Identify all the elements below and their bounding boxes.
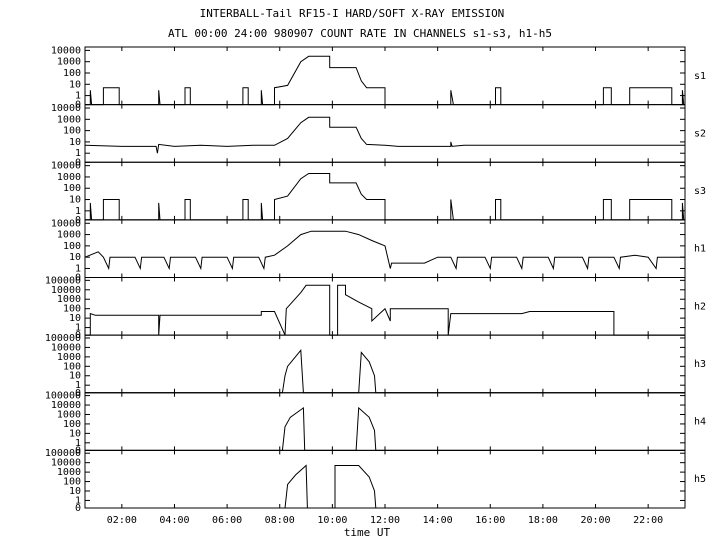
y-tick-label: 100 (63, 126, 81, 137)
x-tick-label: 10:00 (317, 515, 347, 526)
panel-label: h5 (694, 474, 706, 485)
y-tick-label: 0 (75, 215, 81, 226)
x-tick-label: 08:00 (265, 515, 295, 526)
panel-label: h4 (694, 417, 706, 428)
y-tick-label: 0 (75, 445, 81, 456)
y-tick-label: 1 (75, 148, 81, 159)
y-tick-label: 100000 (45, 275, 81, 286)
panel-label: h2 (694, 301, 706, 312)
panel-label: h3 (694, 359, 706, 370)
y-tick-label: 1 (75, 438, 81, 449)
y-tick-label: 10 (69, 137, 81, 148)
y-tick-label: 1000 (57, 467, 81, 478)
y-tick-label: 100 (63, 477, 81, 488)
y-tick-label: 1000 (57, 294, 81, 305)
y-tick-label: 1000 (57, 409, 81, 420)
y-tick-label: 10000 (51, 103, 81, 114)
y-tick-label: 10 (69, 79, 81, 90)
x-tick-label: 16:00 (475, 515, 505, 526)
y-tick-label: 100000 (45, 333, 81, 344)
y-tick-label: 10000 (51, 342, 81, 353)
x-tick-label: 20:00 (580, 515, 610, 526)
x-tick-label: 02:00 (107, 515, 137, 526)
y-tick-label: 100 (63, 361, 81, 372)
y-tick-label: 1 (75, 263, 81, 274)
chart-title: INTERBALL-Tail RF15-I HARD/SOFT X-RAY EM… (200, 7, 505, 20)
x-tick-label: 18:00 (528, 515, 558, 526)
y-tick-label: 10000 (51, 400, 81, 411)
y-tick-label: 10 (69, 486, 81, 497)
y-tick-label: 0 (75, 330, 81, 341)
y-tick-label: 1000 (57, 57, 81, 68)
y-tick-label: 0 (75, 388, 81, 399)
y-tick-label: 100000 (45, 448, 81, 459)
chart-subtitle: ATL 00:00 24:00 980907 COUNT RATE IN CHA… (168, 27, 552, 40)
y-tick-label: 0 (75, 503, 81, 514)
panel-label: s3 (694, 186, 706, 197)
y-tick-label: 100 (63, 68, 81, 79)
y-tick-label: 1000 (57, 114, 81, 125)
y-tick-label: 10000 (51, 161, 81, 172)
y-tick-label: 0 (75, 100, 81, 111)
y-tick-label: 0 (75, 157, 81, 168)
y-tick-label: 10 (69, 371, 81, 382)
panel-label: s1 (694, 71, 706, 82)
y-tick-label: 10 (69, 313, 81, 324)
data-line (84, 116, 685, 154)
data-line (85, 284, 685, 336)
y-tick-label: 10 (69, 428, 81, 439)
x-axis-label: time UT (344, 526, 391, 539)
x-tick-label: 04:00 (159, 515, 189, 526)
y-tick-label: 10000 (51, 285, 81, 296)
y-tick-label: 0 (75, 273, 81, 284)
y-tick-label: 100 (63, 304, 81, 315)
data-line (84, 230, 685, 271)
y-tick-label: 10000 (51, 45, 81, 56)
y-tick-label: 100 (63, 241, 81, 252)
y-tick-label: 1000 (57, 230, 81, 241)
x-tick-label: 22:00 (633, 515, 663, 526)
y-tick-label: 1000 (57, 352, 81, 363)
y-tick-label: 100 (63, 183, 81, 194)
data-line (85, 464, 685, 509)
x-tick-label: 12:00 (370, 515, 400, 526)
panel-label: h1 (694, 244, 706, 255)
y-tick-label: 10 (69, 252, 81, 263)
y-tick-label: 1 (75, 495, 81, 506)
data-line (85, 173, 685, 221)
y-tick-label: 10 (69, 195, 81, 206)
y-tick-label: 1 (75, 206, 81, 217)
y-tick-label: 1000 (57, 172, 81, 183)
y-tick-label: 10000 (51, 218, 81, 229)
y-tick-label: 1 (75, 91, 81, 102)
y-tick-label: 1 (75, 323, 81, 334)
y-tick-label: 1 (75, 380, 81, 391)
y-tick-label: 100000 (45, 391, 81, 402)
y-tick-label: 100 (63, 419, 81, 430)
x-tick-label: 14:00 (423, 515, 453, 526)
panel-label: s2 (694, 128, 706, 139)
x-tick-label: 06:00 (212, 515, 242, 526)
y-tick-label: 10000 (51, 458, 81, 469)
data-line (85, 55, 685, 106)
